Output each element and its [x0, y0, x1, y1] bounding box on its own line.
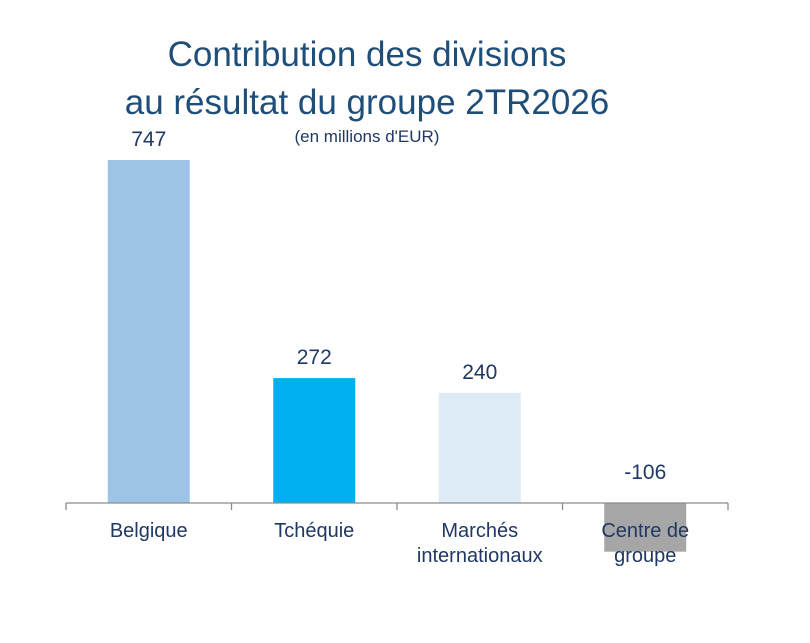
bar-0: [107, 160, 190, 503]
category-label-2-1: internationaux: [417, 545, 543, 567]
chart-title-line-2: au résultat du groupe 2TR2026: [125, 83, 610, 122]
category-label-0-0: Belgique: [110, 520, 188, 542]
chart-subtitle: (en millions d'EUR): [295, 127, 440, 146]
value-label-3: -106: [624, 461, 666, 484]
x-axis: [65, 502, 729, 510]
bar-3: [604, 503, 687, 552]
bar-1: [273, 378, 356, 503]
category-label-3-0: Centre de: [601, 520, 689, 542]
category-label-3-1: groupe: [614, 545, 676, 567]
bars-layer: [107, 160, 687, 552]
category-label-1-0: Tchéquie: [274, 520, 354, 542]
category-label-2-0: Marchés: [441, 520, 518, 542]
chart-title-line-1: Contribution des divisions: [168, 35, 567, 74]
labels-layer: 747 Belgique 272 Tchéquie 240 Marchés internat…: [110, 128, 689, 567]
value-label-2: 240: [462, 361, 497, 384]
value-label-1: 272: [297, 346, 332, 369]
bar-2: [438, 392, 521, 503]
value-label-0: 747: [131, 128, 166, 151]
